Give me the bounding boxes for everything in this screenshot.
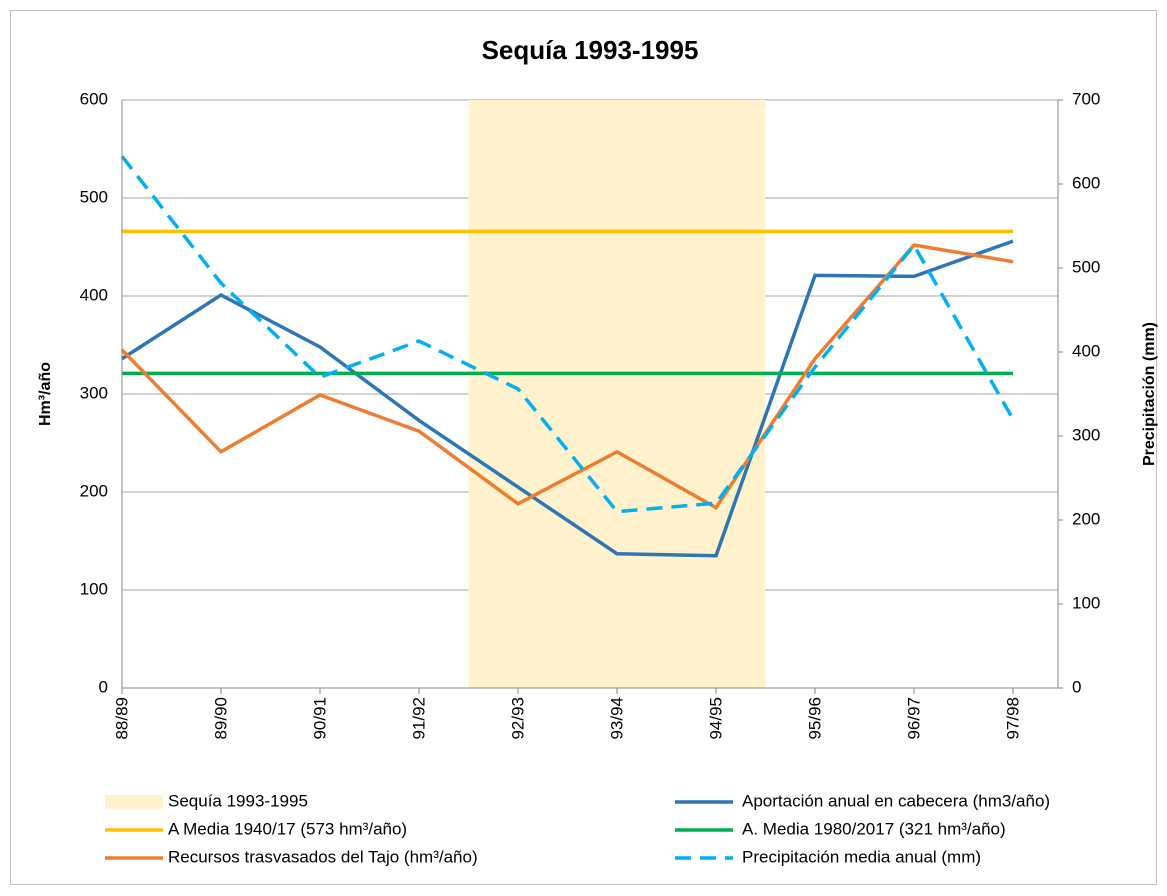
chart-title: Sequía 1993-1995 — [482, 35, 699, 65]
y-tick-label: 500 — [80, 187, 108, 206]
bar — [567, 100, 667, 688]
series-line — [121, 239, 1014, 558]
y2-tick-label: 0 — [1072, 677, 1081, 696]
y2-tick-label: 500 — [1072, 257, 1100, 276]
bars — [468, 100, 766, 688]
y2-tick-label: 200 — [1072, 509, 1100, 528]
x-tick-label: 88/89 — [112, 697, 131, 740]
y-tick-label: 400 — [80, 285, 108, 304]
y2-tick-label: 400 — [1072, 341, 1100, 360]
legend-label: A. Media 1980/2017 (321 hm³/año) — [742, 819, 1006, 838]
legend-label: A Media 1940/17 (573 hm³/año) — [168, 819, 407, 838]
x-tick-label: 91/92 — [409, 697, 428, 740]
y2-tick-label: 300 — [1072, 425, 1100, 444]
bar — [468, 100, 568, 688]
x-tick-label: 97/98 — [1003, 697, 1022, 740]
y-tick-label: 300 — [80, 383, 108, 402]
y-tick-label: 200 — [80, 481, 108, 500]
x-tick-label: 95/96 — [805, 697, 824, 740]
x-tick-label: 93/94 — [607, 697, 626, 740]
y-tick-label: 600 — [80, 89, 108, 108]
legend-label: Recursos trasvasados del Tajo (hm³/año) — [168, 847, 478, 866]
series-line — [120, 155, 1015, 514]
series-line — [120, 243, 1014, 511]
legend-label: Aportación anual en cabecera (hm3/año) — [742, 791, 1050, 810]
x-tick-label: 94/95 — [706, 697, 725, 740]
y-axis-title: Hm³/año — [37, 362, 54, 426]
y2-tick-label: 600 — [1072, 173, 1100, 192]
y-tick-label: 0 — [99, 677, 108, 696]
legend-swatch — [105, 795, 163, 809]
x-tick-label: 89/90 — [211, 697, 230, 740]
legend-label: Sequía 1993-1995 — [168, 791, 308, 810]
legend-label: Precipitación media anual (mm) — [742, 847, 981, 866]
bar — [666, 100, 766, 688]
lines — [120, 155, 1015, 558]
y2-axis-title: Precipitación (mm) — [1141, 322, 1158, 466]
x-tick-label: 96/97 — [904, 697, 923, 740]
x-tick-label: 92/93 — [508, 697, 527, 740]
y2-tick-label: 700 — [1072, 89, 1100, 108]
x-tick-label: 90/91 — [310, 697, 329, 740]
y-tick-label: 100 — [80, 579, 108, 598]
y2-tick-label: 100 — [1072, 593, 1100, 612]
